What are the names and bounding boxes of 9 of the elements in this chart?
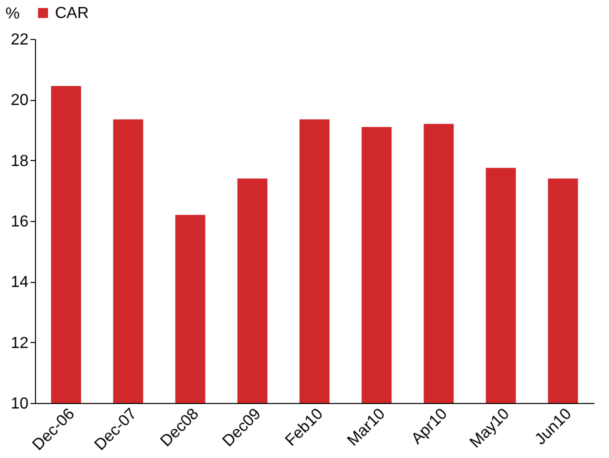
y-tick-label: 12 [10,334,29,352]
y-tick-label: 10 [10,396,29,412]
y-tick-label: 20 [10,92,29,110]
y-tick-label: 18 [10,152,29,170]
y-tick-label: 22 [10,32,29,48]
y-tick-label: 14 [10,274,29,292]
y-tick-label: 16 [10,214,29,230]
y-axis-title: % [6,6,20,22]
legend-label: CAR [55,5,89,22]
